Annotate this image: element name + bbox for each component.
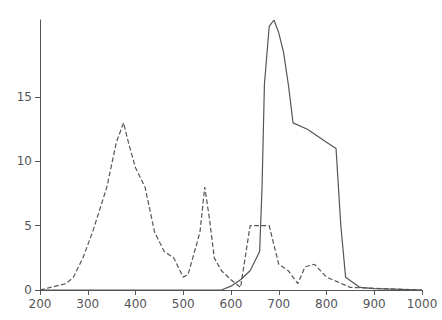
svg-text:15: 15 — [17, 90, 32, 104]
svg-text:700: 700 — [267, 297, 290, 311]
svg-text:0: 0 — [24, 283, 32, 297]
svg-text:200: 200 — [29, 297, 52, 311]
svg-text:300: 300 — [76, 297, 99, 311]
svg-text:400: 400 — [124, 297, 147, 311]
svg-text:500: 500 — [172, 297, 195, 311]
svg-text:800: 800 — [315, 297, 338, 311]
svg-text:600: 600 — [220, 297, 243, 311]
svg-text:900: 900 — [363, 297, 386, 311]
svg-text:5: 5 — [24, 219, 32, 233]
svg-text:1000: 1000 — [407, 297, 438, 311]
svg-text:10: 10 — [17, 154, 32, 168]
